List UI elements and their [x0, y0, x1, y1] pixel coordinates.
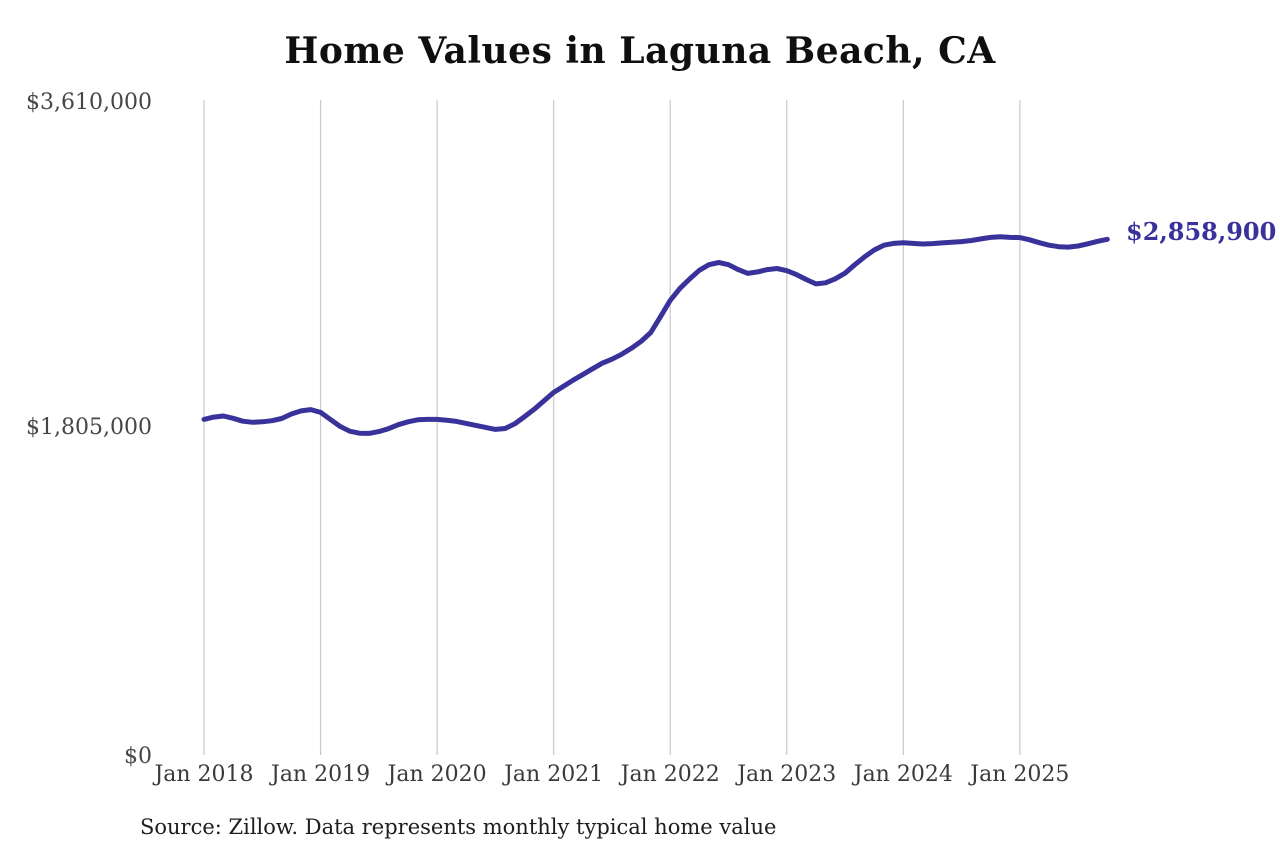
- x-axis-label: Jan 2025: [970, 762, 1070, 787]
- y-axis-label-zero: $0: [124, 744, 152, 769]
- latest-value-label: $2,858,900: [1126, 217, 1277, 246]
- y-axis-label-mid: $1,805,000: [26, 415, 152, 440]
- x-axis-label: Jan 2020: [387, 762, 487, 787]
- x-axis-label: Jan 2024: [853, 762, 953, 787]
- gridline-group: [203, 100, 1021, 755]
- y-axis-label-top: $3,610,000: [26, 90, 152, 115]
- x-axis-label: Jan 2018: [154, 762, 254, 787]
- x-axis-label: Jan 2023: [737, 762, 837, 787]
- x-axis-label: Jan 2022: [620, 762, 720, 787]
- chart-title: Home Values in Laguna Beach, CA: [284, 30, 996, 72]
- x-axis-label: Jan 2021: [504, 762, 604, 787]
- x-axis-label: Jan 2019: [271, 762, 371, 787]
- source-note: Source: Zillow. Data represents monthly …: [140, 815, 777, 839]
- home-value-line: [201, 234, 1110, 436]
